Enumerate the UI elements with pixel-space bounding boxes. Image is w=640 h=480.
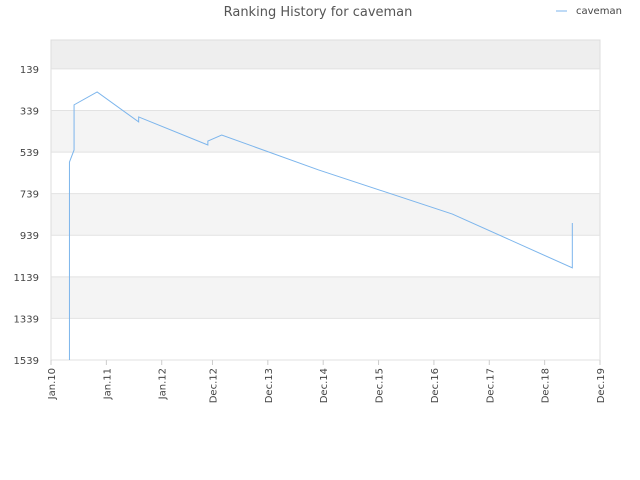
legend-label: caveman: [576, 6, 622, 17]
x-tick-label: Dec.17: [485, 368, 496, 403]
x-tick-label: Jan.10: [47, 368, 58, 400]
plot-band: [51, 193, 600, 236]
y-tick-label: 539: [20, 148, 39, 159]
plot-band: [51, 276, 600, 319]
chart-title: Ranking History for caveman: [224, 5, 413, 20]
x-tick-label: Dec.16: [430, 368, 441, 403]
x-tick-label: Dec.12: [208, 368, 219, 403]
y-tick-label: 939: [20, 231, 39, 242]
x-tick-label: Dec.14: [319, 368, 330, 403]
y-tick-label: 1539: [14, 356, 39, 367]
line-series: [68, 91, 573, 360]
x-tick-label: Dec.13: [264, 368, 275, 403]
y-tick-label: 1339: [14, 314, 39, 325]
plot-band: [51, 40, 600, 69]
y-tick-label: 1139: [14, 273, 39, 284]
x-tick-label: Dec.19: [596, 368, 607, 403]
x-tick-label: Dec.18: [541, 368, 552, 403]
y-tick-label: 739: [20, 190, 39, 201]
y-tick-label: 139: [20, 65, 39, 76]
x-tick-label: Jan.12: [158, 368, 169, 400]
plot-band: [51, 110, 600, 153]
x-tick-label: Dec.15: [375, 368, 386, 403]
x-tick-label: Jan.11: [102, 368, 113, 400]
y-tick-label: 339: [20, 106, 39, 117]
